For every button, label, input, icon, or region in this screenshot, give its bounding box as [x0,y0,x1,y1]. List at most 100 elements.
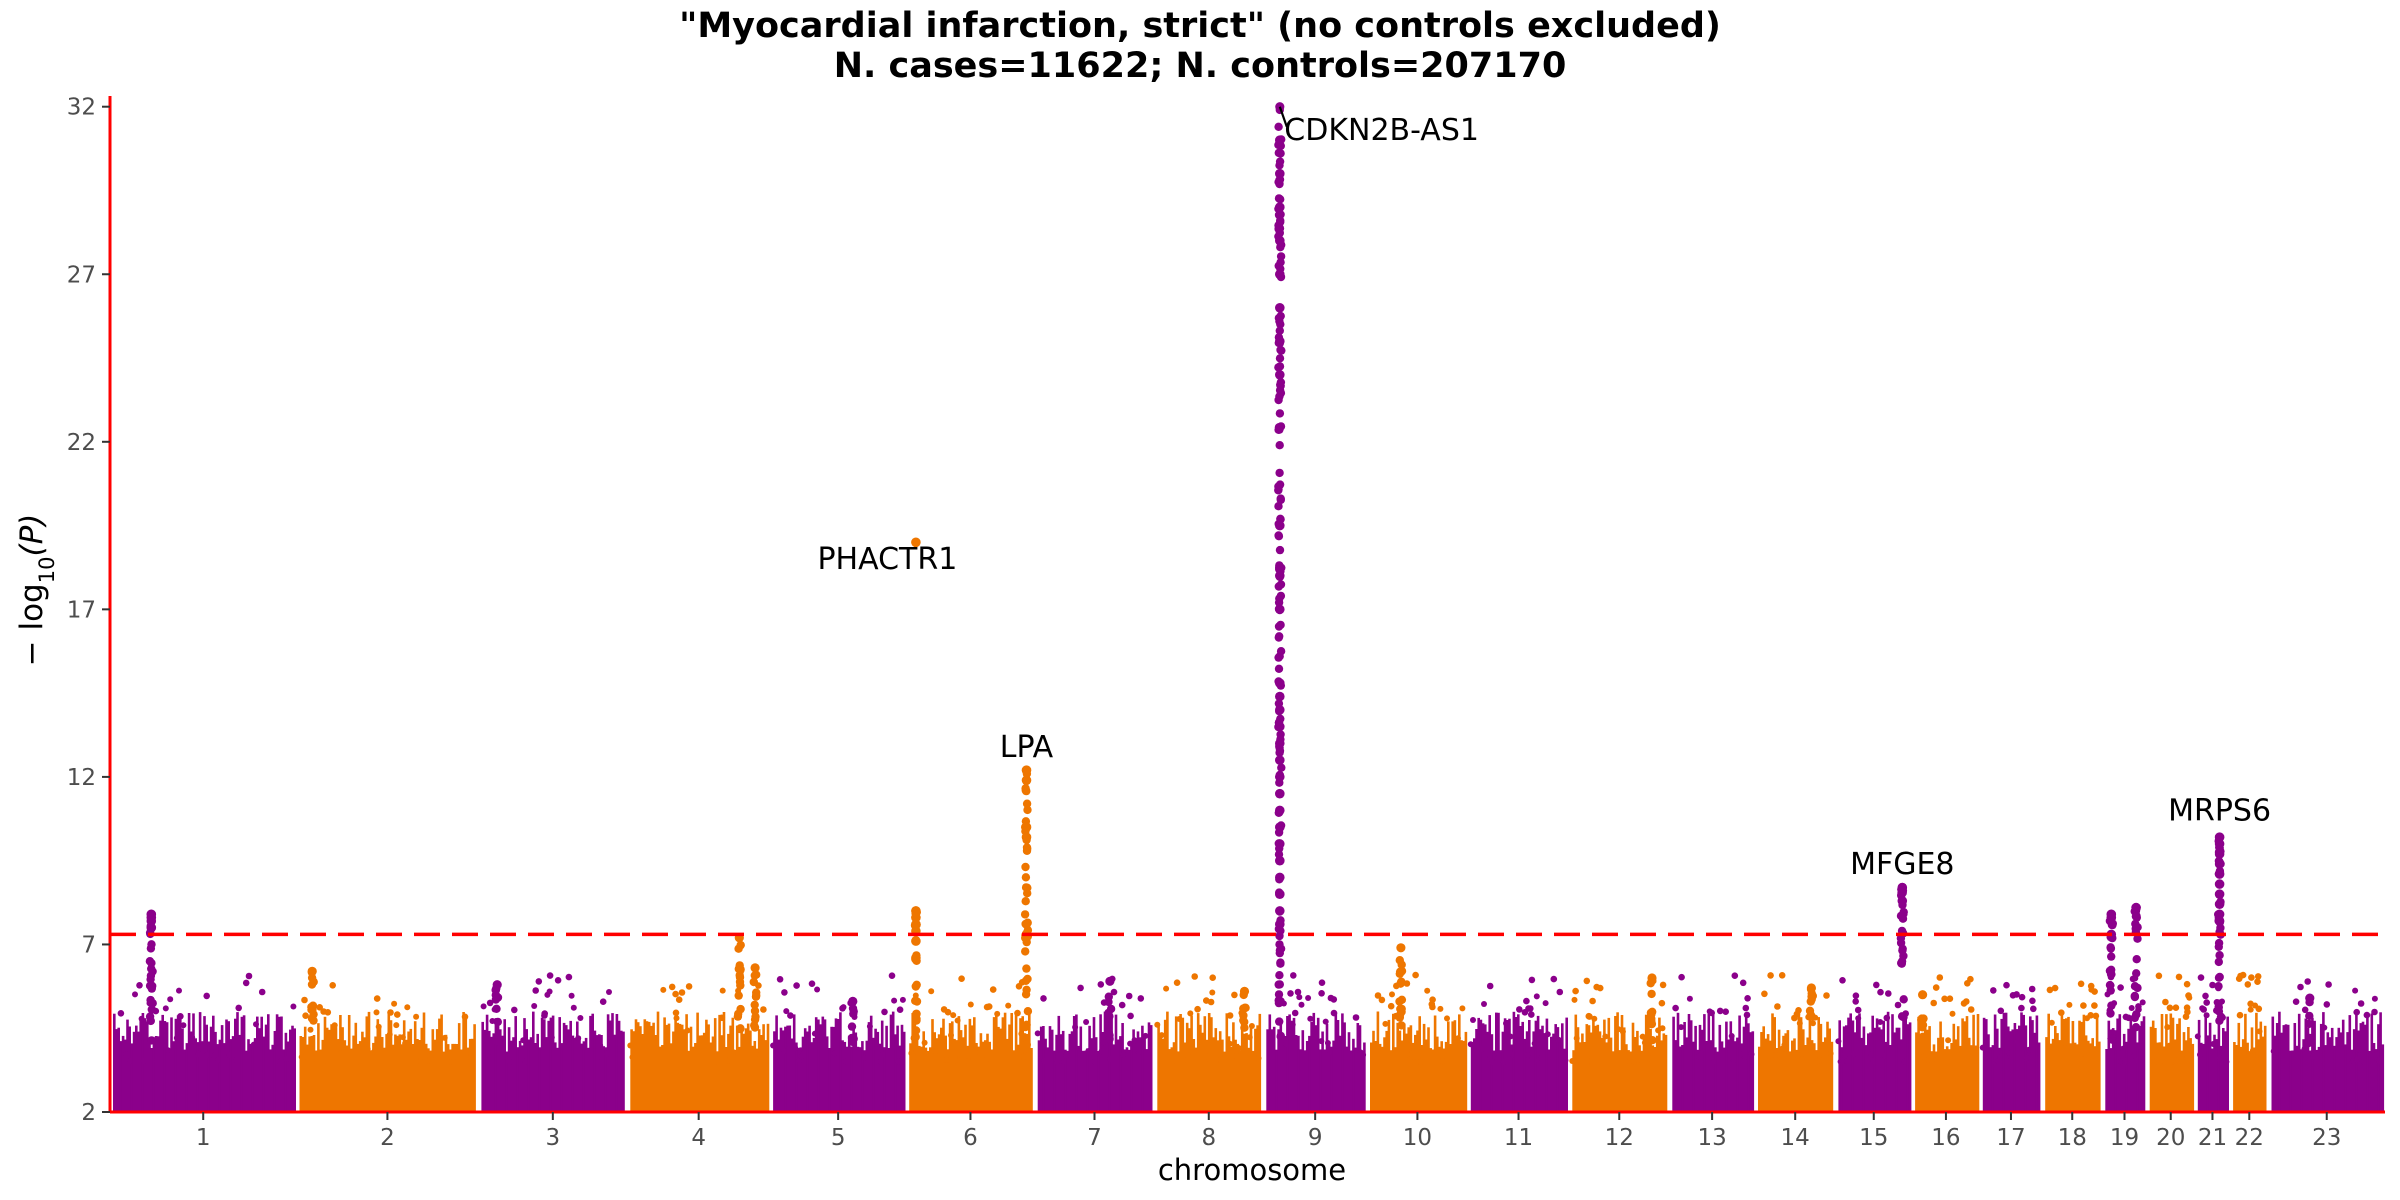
snp-point [2183,980,2191,988]
snp-band [242,1015,246,1112]
snp-band [460,1049,463,1112]
snp-band [2302,1039,2305,1112]
snp-point [1873,981,1880,989]
snp-point [2214,899,2225,909]
snp-point [309,1049,316,1056]
snp-band [1536,1015,1540,1112]
snp-band [1201,1032,1204,1112]
snp-band [663,1017,666,1112]
snp-band [323,1016,327,1112]
snp-band [2311,1017,2314,1112]
snp-band [1819,1023,1823,1112]
snp-band [501,1035,504,1112]
snp-band [634,1019,638,1112]
snp-band [1893,1032,1896,1112]
snp-point [2081,1056,2088,1063]
snp-band [569,1020,572,1112]
snp-band [1068,1033,1072,1112]
snp-band [512,1037,515,1112]
snp-band [1614,1016,1617,1112]
snp-band [999,1028,1002,1112]
snp-band [2151,1020,2155,1112]
snp-point [1918,1032,1928,1042]
snp-band [1046,1047,1050,1112]
snp-point [493,1017,502,1027]
snp-point [324,1009,332,1016]
snp-band [1985,1019,1988,1112]
snp-point [750,1021,759,1030]
snp-point [1919,1014,1928,1023]
snp-band [724,1047,728,1112]
snp-band [488,1030,491,1112]
snp-band [347,1015,351,1112]
snp-band [2324,1045,2327,1112]
snp-band [841,1040,844,1112]
snp-point [1231,991,1238,999]
snp-band [132,1031,136,1112]
snp-band [2189,1038,2192,1112]
snp-band [2271,1016,2275,1112]
snp-band [1681,1045,1684,1112]
snp-point [1194,1005,1201,1013]
snp-band [582,1041,586,1112]
snp-band [1572,1050,1575,1112]
snp-band [2291,1050,2294,1112]
snp-band [260,1016,263,1112]
snp-band [797,1047,800,1112]
snp-point [522,1058,529,1065]
snp-point [331,1022,338,1029]
snp-band [2339,1032,2343,1112]
snp-band [825,1036,829,1112]
snp-point [140,1058,147,1065]
snp-point [1291,1009,1299,1017]
chromosome-points-16 [1915,974,1980,1112]
snp-point [1335,1035,1342,1042]
snp-point [1091,1058,1098,1065]
snp-point [1125,992,1133,1000]
snp-band [872,1037,875,1112]
snp-band [2286,1024,2290,1112]
snp-point [1022,964,1031,973]
snp-point [136,982,143,989]
snp-point [1585,1012,1593,1020]
snp-point [1395,967,1405,976]
y-axis-label-main: − log [14,583,50,666]
snp-band [694,1043,697,1112]
snp-band [328,1029,331,1112]
snp-point [2128,1005,2135,1011]
snp-band [1050,1029,1054,1112]
snp-band [1972,1014,1975,1112]
snp-band [790,1038,794,1112]
snp-band [1008,1024,1011,1112]
snp-band [1486,1031,1489,1112]
peak-detail-chr-6 [911,537,921,963]
snp-band [185,1043,189,1112]
snp-point [1700,1045,1707,1052]
snp-band [1685,1037,1689,1112]
snp-band [365,1016,369,1112]
snp-band [931,1019,934,1112]
snp-band [1856,1017,1859,1112]
snp-band [691,1046,695,1112]
gene-label-mfge8: MFGE8 [1850,847,1954,882]
snp-band [2352,1029,2356,1112]
snp-point [1274,502,1283,511]
snp-band [760,1035,763,1112]
snp-band [935,1038,939,1112]
snp-band [1616,1012,1619,1112]
snp-band [1581,1033,1584,1112]
x-tick-label-chr-19: 19 [2110,1125,2139,1151]
snp-point [1277,763,1286,772]
snp-band [981,1041,985,1112]
snp-band [1387,1019,1391,1112]
snp-band [722,1012,726,1112]
snp-band [810,1042,814,1112]
snp-point [1275,872,1285,883]
snp-point [2184,1058,2191,1065]
snp-band [1094,1037,1098,1112]
snp-point [2006,1050,2013,1057]
snp-band [271,1044,274,1112]
snp-point [733,1012,743,1021]
chromosome-points-19 [2104,973,2146,1112]
snp-band [442,1051,446,1112]
